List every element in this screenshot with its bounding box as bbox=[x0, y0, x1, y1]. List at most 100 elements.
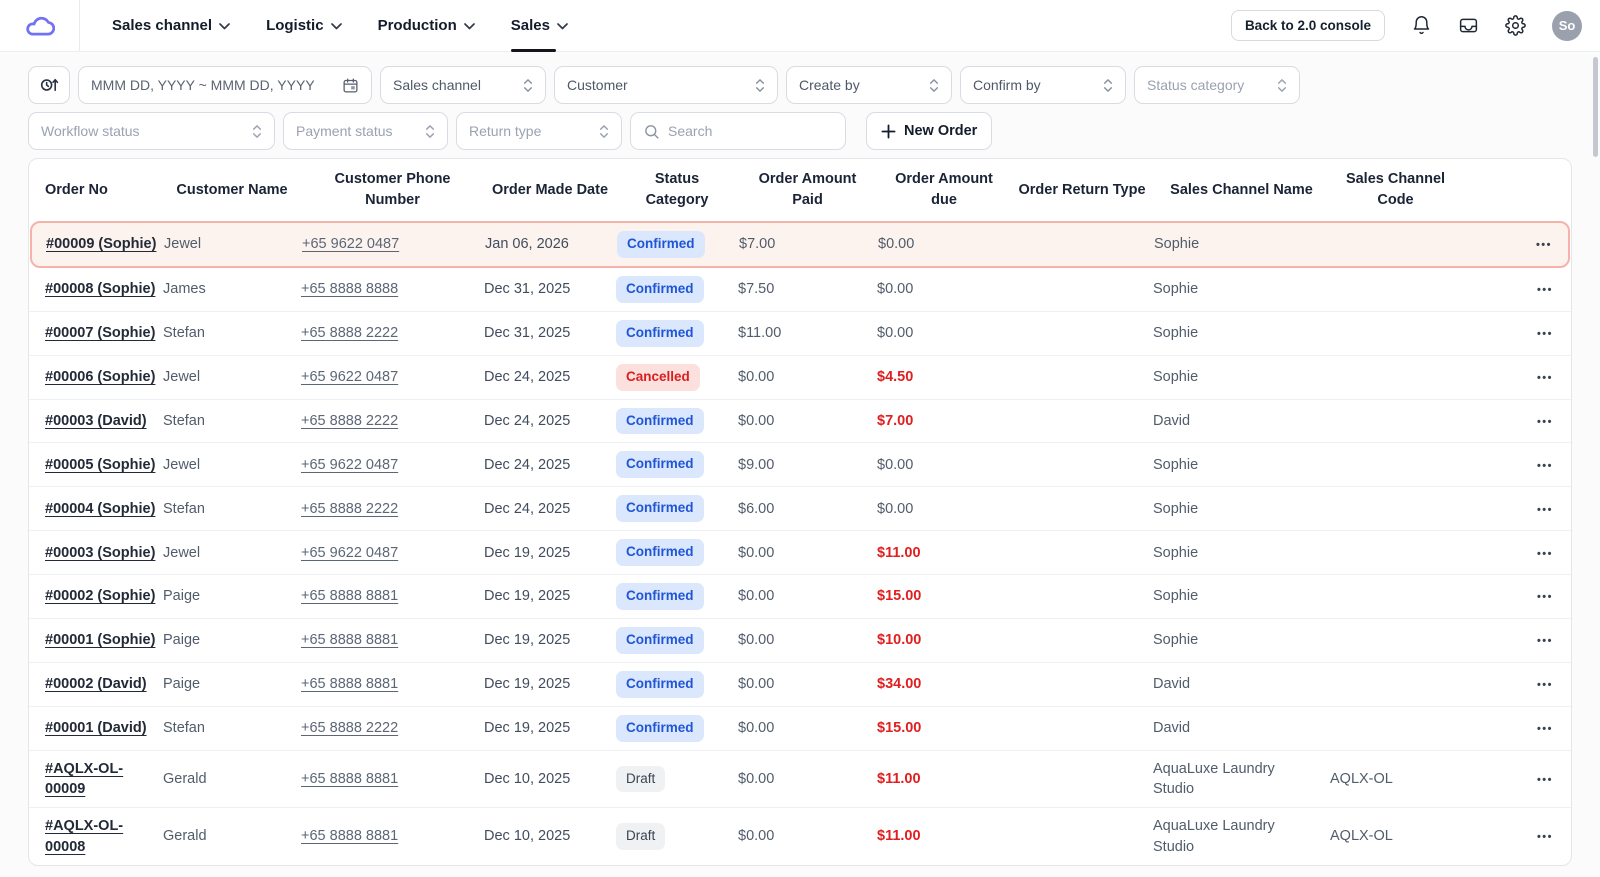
row-actions-button[interactable]: ••• bbox=[1536, 723, 1553, 736]
order-no-link[interactable]: #00008 (Sophie) bbox=[45, 281, 156, 298]
col-header-order-made-date: Order Made Date bbox=[491, 181, 609, 198]
notifications-button[interactable] bbox=[1411, 15, 1432, 36]
order-amount-due: $7.00 bbox=[877, 412, 914, 429]
sales-channel-select[interactable]: Sales channel bbox=[380, 66, 546, 104]
settings-button[interactable] bbox=[1505, 15, 1526, 36]
order-amount-due: $0.00 bbox=[877, 456, 914, 473]
sales-channel-name: Sophie bbox=[1153, 325, 1199, 342]
order-no-link[interactable]: #00007 (Sophie) bbox=[45, 325, 156, 342]
phone-link[interactable]: +65 9622 0487 bbox=[301, 456, 399, 473]
chevron-updown-icon bbox=[1277, 78, 1287, 92]
create-by-select[interactable]: Create by bbox=[786, 66, 952, 104]
row-actions-button[interactable]: ••• bbox=[1536, 284, 1553, 297]
order-made-date: Dec 31, 2025 bbox=[484, 281, 571, 298]
page-scrollbar[interactable] bbox=[1593, 57, 1598, 157]
phone-link[interactable]: +65 8888 8881 bbox=[301, 770, 399, 787]
table-row[interactable]: #00009 (Sophie) Jewel +65 9622 0487 Jan 06,… bbox=[30, 221, 1570, 268]
user-avatar[interactable]: So bbox=[1552, 10, 1582, 41]
order-amount-due: $11.00 bbox=[877, 770, 921, 787]
order-no-link[interactable]: #AQLX-OL-00008 bbox=[45, 818, 124, 855]
phone-link[interactable]: +65 8888 2222 bbox=[301, 325, 399, 342]
customer-name: Jewel bbox=[163, 368, 201, 385]
phone-link[interactable]: +65 9622 0487 bbox=[301, 368, 399, 385]
app-logo[interactable] bbox=[0, 0, 80, 51]
order-made-date: Dec 24, 2025 bbox=[484, 368, 571, 385]
row-actions-button[interactable]: ••• bbox=[1535, 239, 1552, 252]
order-no-link[interactable]: #00004 (Sophie) bbox=[45, 500, 156, 517]
inbox-button[interactable] bbox=[1458, 15, 1479, 36]
row-actions-button[interactable]: ••• bbox=[1536, 635, 1553, 648]
order-no-link[interactable]: #00005 (Sophie) bbox=[45, 456, 156, 473]
phone-link[interactable]: +65 8888 8881 bbox=[301, 632, 399, 649]
order-return-type bbox=[1011, 325, 1153, 341]
phone-link[interactable]: +65 8888 2222 bbox=[301, 720, 399, 737]
table-row[interactable]: #AQLX-OL-00009 Gerald +65 8888 8881 Dec 10,… bbox=[29, 751, 1571, 809]
col-header-sales-channel-name: Sales Channel Name bbox=[1170, 181, 1313, 198]
row-actions-button[interactable]: ••• bbox=[1536, 371, 1553, 384]
table-row[interactable]: #00004 (Sophie) Stefan +65 8888 2222 Dec 24… bbox=[29, 487, 1571, 532]
nav-item-sales[interactable]: Sales bbox=[497, 0, 582, 52]
sort-history-button[interactable] bbox=[28, 66, 70, 104]
nav-item-production[interactable]: Production bbox=[364, 0, 489, 52]
table-row[interactable]: #00002 (David) Paige +65 8888 8881 Dec 19, … bbox=[29, 663, 1571, 707]
phone-link[interactable]: +65 8888 8881 bbox=[301, 588, 399, 605]
order-no-link[interactable]: #00009 (Sophie) bbox=[46, 236, 157, 253]
clock-sort-icon bbox=[40, 78, 58, 92]
customer-name: Jewel bbox=[163, 544, 201, 561]
back-to-console-button[interactable]: Back to 2.0 console bbox=[1230, 10, 1385, 41]
row-actions-button[interactable]: ••• bbox=[1536, 415, 1553, 428]
phone-link[interactable]: +65 8888 8888 bbox=[301, 281, 399, 298]
order-return-type bbox=[1011, 501, 1153, 517]
table-row[interactable]: #00002 (Sophie) Paige +65 8888 8881 Dec 19,… bbox=[29, 575, 1571, 620]
confirm-by-select[interactable]: Confirm by bbox=[960, 66, 1126, 104]
row-actions-button[interactable]: ••• bbox=[1536, 679, 1553, 692]
table-row[interactable]: #00006 (Sophie) Jewel +65 9622 0487 Dec 24,… bbox=[29, 356, 1571, 400]
customer-select[interactable]: Customer bbox=[554, 66, 778, 104]
phone-link[interactable]: +65 8888 2222 bbox=[301, 500, 399, 517]
new-order-button[interactable]: New Order bbox=[866, 112, 993, 150]
table-row[interactable]: #00001 (Sophie) Paige +65 8888 8881 Dec 19,… bbox=[29, 619, 1571, 663]
row-actions-button[interactable]: ••• bbox=[1536, 773, 1553, 786]
nav-item-label: Production bbox=[377, 17, 457, 34]
row-actions-button[interactable]: ••• bbox=[1536, 591, 1553, 604]
phone-link[interactable]: +65 9622 0487 bbox=[301, 544, 399, 561]
workflow-status-select[interactable]: Workflow status bbox=[28, 112, 275, 150]
table-row[interactable]: #00003 (Sophie) Jewel +65 9622 0487 Dec 19,… bbox=[29, 531, 1571, 576]
table-row[interactable]: #00007 (Sophie) Stefan +65 8888 2222 Dec 31… bbox=[29, 312, 1571, 356]
status-category-select[interactable]: Status category bbox=[1134, 66, 1300, 104]
payment-status-select[interactable]: Payment status bbox=[283, 112, 448, 150]
order-no-link[interactable]: #00003 (Sophie) bbox=[45, 544, 156, 561]
row-actions-button[interactable]: ••• bbox=[1536, 547, 1553, 560]
order-no-link[interactable]: #00006 (Sophie) bbox=[45, 368, 156, 385]
row-actions-button[interactable]: ••• bbox=[1536, 503, 1553, 516]
phone-link[interactable]: +65 9622 0487 bbox=[302, 236, 400, 253]
phone-link[interactable]: +65 8888 2222 bbox=[301, 412, 399, 429]
row-actions-button[interactable]: ••• bbox=[1536, 328, 1553, 341]
table-row[interactable]: #AQLX-OL-00008 Gerald +65 8888 8881 Dec 10,… bbox=[29, 808, 1571, 865]
col-header-customer-name: Customer Name bbox=[176, 181, 288, 198]
table-row[interactable]: #00003 (David) Stefan +65 8888 2222 Dec 24,… bbox=[29, 400, 1571, 444]
table-row[interactable]: #00005 (Sophie) Jewel +65 9622 0487 Dec 24,… bbox=[29, 443, 1571, 488]
order-no-link[interactable]: #AQLX-OL-00009 bbox=[45, 760, 124, 797]
nav-item-logistic[interactable]: Logistic bbox=[252, 0, 356, 52]
order-no-link[interactable]: #00001 (David) bbox=[45, 720, 147, 737]
order-made-date: Dec 24, 2025 bbox=[484, 412, 571, 429]
chevron-down-icon bbox=[463, 23, 475, 30]
date-range-input[interactable]: MMM DD, YYYY ~ MMM DD, YYYY bbox=[78, 66, 372, 104]
order-no-link[interactable]: #00003 (David) bbox=[45, 412, 147, 429]
row-actions-button[interactable]: ••• bbox=[1536, 459, 1553, 472]
main-menu: Sales channel Logistic Production Sales bbox=[98, 0, 1231, 52]
sales-channel-code bbox=[1330, 720, 1461, 736]
order-no-link[interactable]: #00001 (Sophie) bbox=[45, 632, 156, 649]
table-row[interactable]: #00008 (Sophie) James +65 8888 8888 Dec 31,… bbox=[29, 268, 1571, 312]
order-no-link[interactable]: #00002 (Sophie) bbox=[45, 588, 156, 605]
nav-item-sales-channel[interactable]: Sales channel bbox=[98, 0, 244, 52]
order-no-link[interactable]: #00002 (David) bbox=[45, 676, 147, 693]
table-row[interactable]: #00001 (David) Stefan +65 8888 2222 Dec 19,… bbox=[29, 707, 1571, 751]
phone-link[interactable]: +65 8888 8881 bbox=[301, 676, 399, 693]
search-input[interactable]: Search bbox=[630, 112, 846, 150]
return-type-select[interactable]: Return type bbox=[456, 112, 622, 150]
phone-link[interactable]: +65 8888 8881 bbox=[301, 828, 399, 845]
row-actions-button[interactable]: ••• bbox=[1536, 831, 1553, 844]
sales-channel-name: AquaLuxe Laundry Studio bbox=[1153, 818, 1275, 855]
